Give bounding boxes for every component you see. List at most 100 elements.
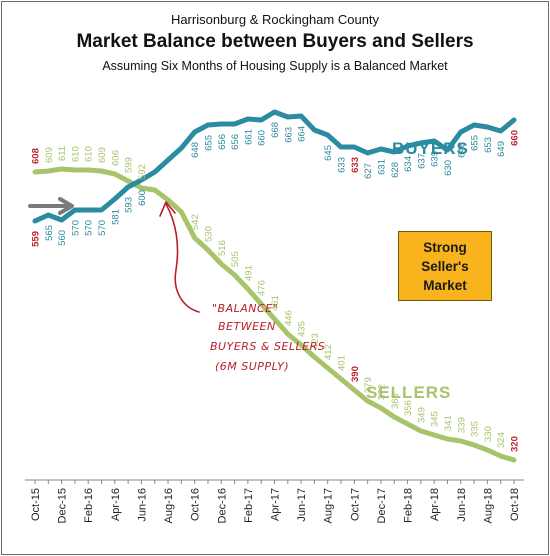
buyers-data-label: 570 [97,220,108,236]
chart-supertitle: Harrisonburg & Rockingham County [170,12,380,27]
buyers-line [32,109,517,224]
sellers-data-label: 363 [390,393,401,409]
sellers-data-label: 610 [70,146,81,162]
buyers-data-label: 663 [283,127,294,143]
buyers-data-label: 560 [57,230,68,246]
buyers-data-label: 660 [257,130,268,146]
chart-subtitle: Assuming Six Months of Housing Supply is… [102,59,448,73]
x-tick-label: Feb-18 [403,488,415,523]
x-tick-label: Jun-18 [456,488,468,522]
buyers-data-label: 637 [416,153,427,169]
x-tick-label: Jun-16 [136,488,148,522]
strong-sellers-market-callout: Strong Seller's Market [398,231,492,301]
x-tick-label: Oct-15 [30,488,42,521]
sellers-series-label: SELLERS [366,383,451,402]
sellers-data-label: 610 [84,146,95,162]
sellers-data-label: 356 [403,400,414,416]
sellers-data-label: 599 [124,157,135,173]
buyers-data-label: 648 [190,142,201,158]
sellers-data-label: 339 [456,417,467,433]
sellers-data-label: 320 [510,436,521,452]
buyers-data-label: 581 [110,209,121,225]
sellers-data-label: 609 [97,147,108,163]
right-arrow-head-icon [58,197,74,215]
buyers-data-label: 661 [243,129,254,145]
buyers-data-label: 633 [337,157,348,173]
sellers-data-label: 611 [57,146,68,161]
sellers-data-label: 592 [137,164,148,180]
buyers-data-label: 655 [470,135,481,151]
buyers-data-label: 559 [31,231,42,247]
sellers-data-label: 608 [31,148,42,164]
sellers-data-label: 412 [323,344,334,360]
buyers-data-label: 628 [390,162,401,178]
sellers-data-label: 324 [496,432,507,448]
curved-arrow-head-icon [159,201,176,217]
x-tick-label: Aug-16 [163,488,175,523]
sellers-data-label: 372 [376,384,387,400]
sellers-data-label: 341 [443,415,454,431]
sellers-data-label: 423 [310,333,321,349]
sellers-line [32,166,517,463]
buyers-data-label: 627 [363,163,374,179]
buyers-data-label: 648 [456,142,467,158]
sellers-data-label: 516 [217,240,228,256]
sellers-data-label: 349 [416,407,427,423]
sellers-data-label: 491 [243,265,254,281]
balance-annotation-line: "BALANCE" [212,302,278,315]
buyers-data-label: 656 [217,134,228,150]
x-tick-label: Apr-18 [429,488,441,521]
x-tick-label: Dec-17 [376,488,388,523]
buyers-data-label: 668 [270,122,281,138]
buyers-data-label: 600 [137,190,148,206]
buyers-data-label: 639 [430,151,441,167]
x-tick-label: Aug-17 [323,488,335,523]
balance-annotation-line: (6M SUPPLY) [215,360,289,373]
sellers-data-label: 530 [203,226,214,242]
balance-annotation-line: BETWEEN [218,320,276,333]
sellers-data-label: 461 [270,295,281,311]
buyers-data-label: 649 [496,141,507,157]
buyers-data-label: 565 [44,225,55,241]
sellers-data-label: 390 [350,366,361,382]
curved-arrow-icon [165,203,200,313]
x-tick-label: Feb-17 [243,488,255,523]
sellers-data-label: 505 [230,251,241,267]
buyers-data-label: 593 [124,197,135,213]
chart-title: Market Balance between Buyers and Seller… [76,31,474,52]
x-tick-label: Feb-16 [83,488,95,523]
buyers-data-label: 645 [323,145,334,161]
sellers-data-label: 609 [44,147,55,163]
buyers-data-label: 634 [403,156,414,172]
sellers-data-label: 379 [363,377,374,393]
x-tick-label: Apr-16 [110,488,122,521]
x-tick-label: Dec-15 [57,488,69,523]
buyers-data-label: 630 [443,160,454,176]
sellers-data-label: 345 [430,411,441,427]
x-tick-label: Aug-18 [482,488,494,523]
sellers-data-label: 476 [257,280,268,296]
buyers-data-label: 633 [350,157,361,173]
sellers-data-label: 542 [190,214,201,230]
buyers-data-label: 656 [230,134,241,150]
buyers-data-label: 653 [483,137,494,153]
buyers-data-label: 570 [70,220,81,236]
buyers-series-label: BUYERS [392,139,469,158]
x-tick-label: Jun-17 [296,488,308,522]
x-tick-label: Oct-18 [509,488,521,521]
x-tick-label: Apr-17 [270,488,282,521]
sellers-data-label: 335 [470,421,481,437]
buyers-data-label: 631 [376,159,387,175]
buyers-data-label: 570 [84,220,95,236]
x-tick-label: Oct-17 [349,488,361,521]
sellers-data-label: 401 [337,355,348,371]
buyers-data-label: 660 [510,130,521,146]
sellers-data-label: 446 [283,310,294,326]
x-tick-label: Oct-16 [190,488,202,521]
sellers-data-label: 606 [110,150,121,166]
callout-text: Strong Seller's Market [421,239,469,293]
sellers-data-label: 330 [483,426,494,442]
sellers-data-label: 435 [297,321,308,337]
balance-annotation-line: BUYERS & SELLERS [210,340,325,353]
